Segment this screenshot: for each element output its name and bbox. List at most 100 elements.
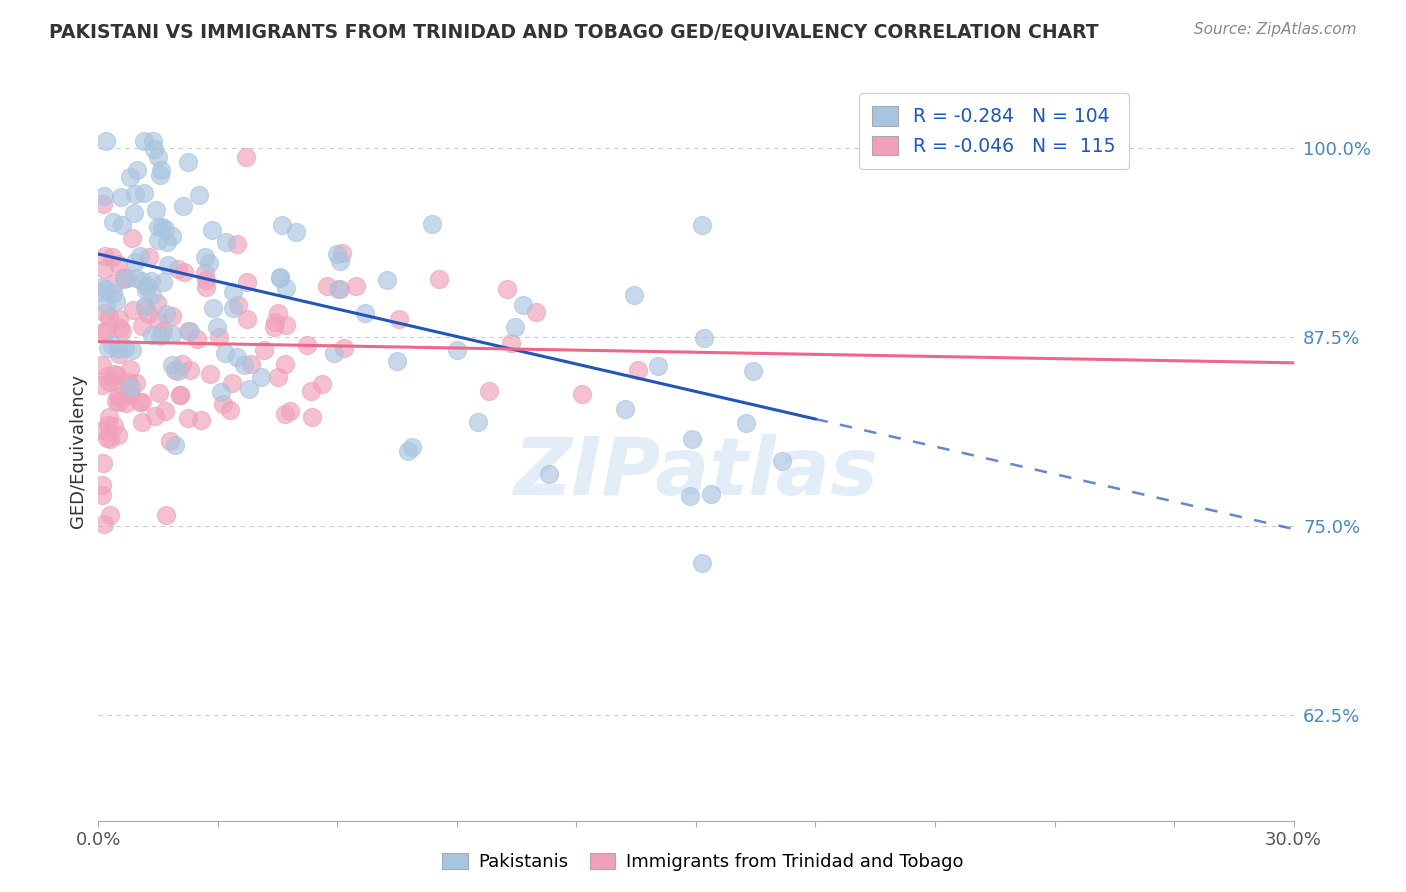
Point [179,325,201,339]
Point [93,262,115,277]
Point [278,404,301,418]
Point [538,467,561,481]
Point [679,489,702,503]
Point [377,273,399,287]
Point [148,386,170,401]
Point [148,233,170,247]
Point [163,363,186,377]
Point [103,419,125,434]
Point [131,319,153,334]
Point [344,279,367,293]
Point [201,222,224,236]
Point [681,432,703,446]
Point [134,299,156,313]
Point [301,410,323,425]
Text: ZIPatlas: ZIPatlas [513,434,879,512]
Point [94,297,117,311]
Point [132,134,155,148]
Point [332,341,354,355]
Point [741,364,763,378]
Point [323,345,346,359]
Point [647,359,669,373]
Legend: R = -0.284   N = 104, R = -0.046   N =  115: R = -0.284 N = 104, R = -0.046 N = 115 [859,94,1129,169]
Point [693,331,716,345]
Point [138,250,160,264]
Text: Source: ZipAtlas.com: Source: ZipAtlas.com [1194,22,1357,37]
Point [129,250,152,264]
Point [156,235,179,250]
Point [153,404,176,418]
Point [169,388,191,402]
Point [501,336,523,351]
Point [112,269,135,284]
Point [330,246,353,260]
Point [212,397,235,411]
Point [165,438,187,452]
Point [142,142,165,156]
Point [329,253,352,268]
Point [91,325,114,339]
Point [93,456,115,470]
Point [97,341,120,355]
Point [103,277,125,291]
Point [152,275,174,289]
Point [176,410,198,425]
Point [329,282,352,296]
Point [148,150,170,164]
Point [263,319,285,334]
Point [107,389,129,403]
Point [156,259,179,273]
Point [101,337,124,351]
Point [105,393,128,408]
Point [93,249,115,263]
Point [146,314,169,328]
Point [238,383,260,397]
Point [115,271,138,285]
Point [270,219,292,233]
Point [299,384,322,398]
Point [125,271,148,285]
Point [110,189,132,203]
Legend: Pakistanis, Immigrants from Trinidad and Tobago: Pakistanis, Immigrants from Trinidad and… [434,846,972,879]
Point [91,487,114,501]
Point [107,395,129,409]
Point [153,222,176,236]
Point [276,280,298,294]
Point [145,296,167,310]
Point [150,163,173,178]
Point [134,300,156,314]
Point [211,384,233,399]
Point [169,388,191,402]
Point [118,170,141,185]
Point [120,380,142,394]
Point [170,357,193,371]
Point [141,328,163,343]
Point [160,228,183,243]
Point [107,428,129,442]
Point [117,376,139,390]
Point [512,298,534,312]
Point [96,431,118,445]
Point [120,388,142,402]
Point [160,327,183,342]
Point [233,358,256,372]
Point [131,395,153,409]
Point [115,395,138,409]
Point [141,288,163,302]
Point [446,343,468,357]
Point [128,395,150,409]
Point [155,508,177,522]
Point [91,423,114,437]
Point [94,324,117,338]
Point [93,189,115,203]
Point [690,219,713,233]
Point [215,235,238,250]
Point [700,486,723,500]
Point [326,247,349,261]
Point [111,324,134,338]
Point [131,274,153,288]
Point [225,350,247,364]
Point [226,237,249,252]
Point [195,272,218,286]
Point [179,363,201,377]
